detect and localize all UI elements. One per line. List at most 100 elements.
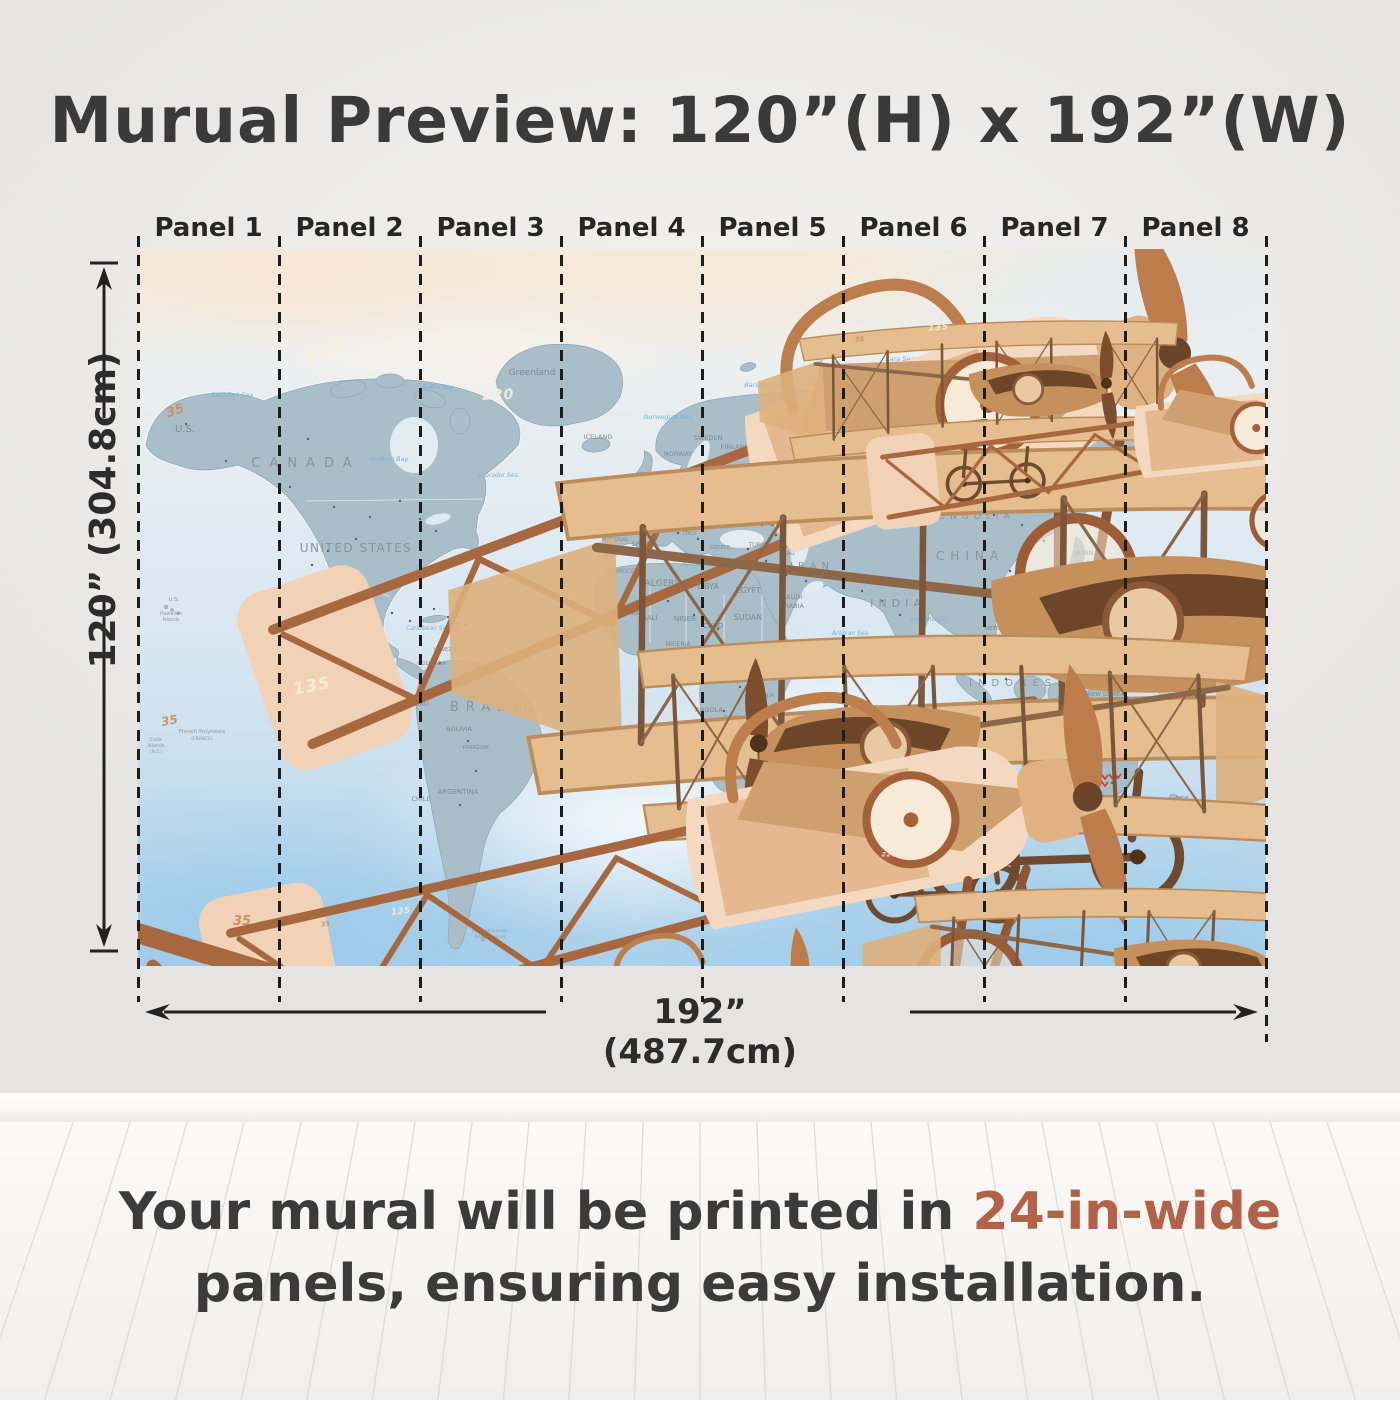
floor-plank-line xyxy=(813,1121,832,1401)
vintage-monoplane: 135 35 xyxy=(855,322,1266,592)
map-label: (N.Z.) xyxy=(150,749,162,754)
city-dot xyxy=(774,533,778,537)
city-dot xyxy=(764,559,768,563)
caption-prefix: Your mural will be printed in xyxy=(118,1182,973,1242)
city-dot xyxy=(860,589,864,593)
panel-divider-line xyxy=(1264,236,1268,1042)
floor-planks xyxy=(0,1121,1400,1401)
panel-label: Panel 2 xyxy=(295,213,404,243)
vintage-biplane: 220 xyxy=(442,387,1266,924)
map-label: ITALY xyxy=(683,531,698,537)
width-dimension-arrow xyxy=(145,1004,1258,1020)
floor-plank-line xyxy=(1098,1121,1160,1401)
city-dot xyxy=(310,563,314,567)
vintage-biplane: 220 xyxy=(862,851,1266,966)
city-dot xyxy=(1008,569,1012,573)
city-dot xyxy=(306,437,310,441)
panel-label: Panel 4 xyxy=(577,213,686,243)
map-label: French Polynesia xyxy=(179,729,225,735)
city-dot xyxy=(288,485,292,489)
width-dimension-label: 192” (487.7cm) xyxy=(602,992,798,1072)
floor-plank-line xyxy=(174,1121,245,1401)
city-dot xyxy=(332,505,336,509)
map-label: U.S. xyxy=(168,597,179,603)
city-dot xyxy=(354,537,358,541)
map-label: SUDAN xyxy=(734,613,762,622)
panel-divider-line xyxy=(700,236,704,1002)
city-dot xyxy=(898,613,902,617)
floor-plank-line xyxy=(1326,1121,1400,1340)
map-label: ALGERIA xyxy=(645,579,685,589)
city-dot xyxy=(458,803,462,807)
city-dot xyxy=(738,685,742,689)
map-label: VIETNAM xyxy=(984,626,1009,632)
floor-plank-line xyxy=(371,1121,416,1401)
map-label: ARABIA xyxy=(780,602,805,610)
map-label: Islands xyxy=(148,743,165,749)
floor-plank-line xyxy=(633,1121,644,1401)
plane-marking: 135 xyxy=(300,335,345,368)
floor-plank-line xyxy=(870,1121,898,1401)
plane-tail-marking: 35 xyxy=(233,914,251,929)
plane-marking: 135 xyxy=(391,906,412,918)
map-label: Arabian Sea xyxy=(831,630,869,637)
map-label: PARAGUAY xyxy=(463,745,490,751)
floor-plank-line xyxy=(0,1121,74,1340)
floor-plank-line xyxy=(306,1121,359,1401)
caption: Your mural will be printed in 24-in-wide… xyxy=(0,1176,1400,1320)
city-dot xyxy=(474,769,478,773)
plane-tail-marking: 35 xyxy=(321,920,331,928)
floor-plank-line xyxy=(109,1121,188,1401)
map-label: MONGOLIA xyxy=(925,512,1014,522)
floor-plank-line xyxy=(756,1121,767,1401)
map-label: Hudson Bay xyxy=(370,455,409,463)
map-label: Kara Sea xyxy=(886,355,915,363)
map-label: INDIA xyxy=(870,597,926,610)
city-dot xyxy=(390,611,394,615)
map-label: IRAQ xyxy=(781,551,795,557)
panel-divider-line xyxy=(559,236,563,1002)
city-dot xyxy=(326,549,330,553)
city-dot xyxy=(466,739,470,743)
city-dot xyxy=(432,607,436,611)
map-label: Islands xyxy=(163,617,180,623)
floor-plank-line xyxy=(927,1121,963,1401)
map-label: Caribbean Sea xyxy=(406,625,450,632)
height-dimension-arrow xyxy=(90,261,118,953)
map-label: IRAN xyxy=(790,561,834,572)
map-label: U.S. xyxy=(175,424,195,435)
city-dot xyxy=(408,619,412,623)
map-label: ANGOLA xyxy=(695,706,723,714)
floor-plank-line xyxy=(1155,1121,1226,1401)
height-dimension-label: 120” (304.8cm) xyxy=(83,351,124,669)
map-label: FINLAND xyxy=(721,443,750,451)
city-dot xyxy=(746,547,750,551)
vintage-monoplane: 135 35 xyxy=(321,906,828,966)
panel-label: Panel 5 xyxy=(718,213,827,243)
city-dot xyxy=(716,627,720,631)
plane-marking: 135 xyxy=(928,322,949,334)
floor-plank-line xyxy=(984,1121,1029,1401)
panel-label: Panel 8 xyxy=(1141,213,1250,243)
floor-plank-line xyxy=(240,1121,302,1401)
plane-marking: 220 xyxy=(482,387,515,404)
map-label: Hawaiian xyxy=(160,611,182,617)
caption-line-2: panels, ensuring easy installation. xyxy=(193,1254,1207,1314)
map-label: NEW GUINEA xyxy=(1088,692,1124,698)
caption-highlight: 24-in-wide xyxy=(972,1182,1282,1242)
caption-line-1: Your mural will be printed in 24-in-wide xyxy=(0,1176,1400,1248)
city-dot xyxy=(1020,523,1024,527)
city-dot xyxy=(880,599,884,603)
panel-label: Panel 1 xyxy=(154,213,263,243)
city-dot xyxy=(446,615,450,619)
map-label: Greenland xyxy=(509,368,556,378)
floor-plank-line xyxy=(1041,1121,1094,1401)
page-title: Murual Preview: 120”(H) x 192”(W) xyxy=(49,84,1351,157)
map-label: SWEDEN xyxy=(694,434,723,442)
city-dot xyxy=(184,422,188,426)
map-label: (FRANCE) xyxy=(191,736,213,742)
panel-label: Panel 7 xyxy=(1000,213,1109,243)
